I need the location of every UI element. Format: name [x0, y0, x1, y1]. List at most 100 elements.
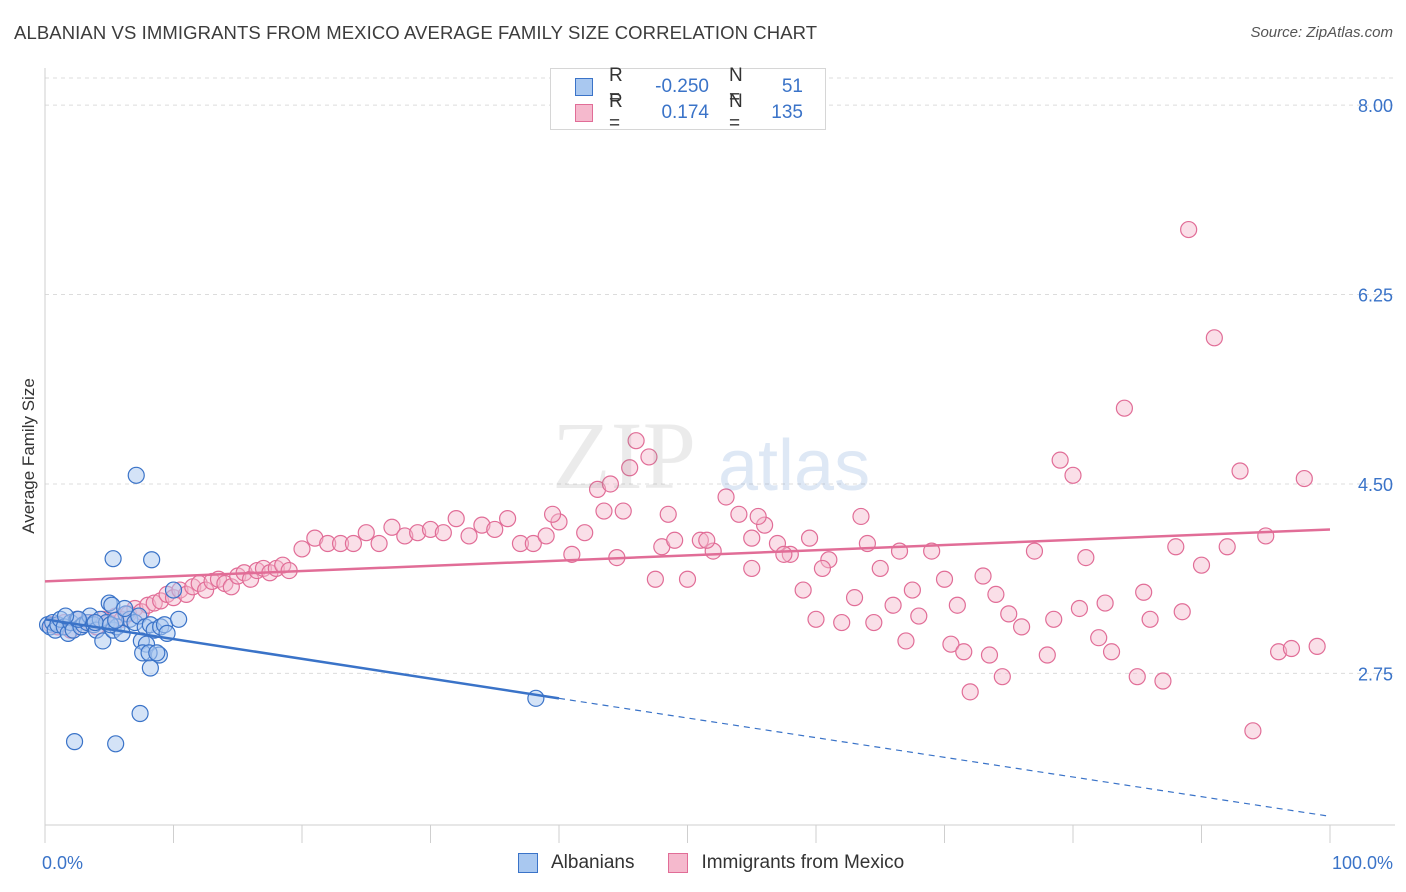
- chart-title: ALBANIAN VS IMMIGRANTS FROM MEXICO AVERA…: [14, 22, 818, 43]
- mexico-point: [409, 524, 427, 542]
- watermark: ZIP atlas: [552, 402, 870, 509]
- n-label: N =: [729, 91, 743, 134]
- albanians-trend-line: [44, 618, 560, 700]
- trend-lines: [44, 528, 1331, 817]
- legend-row-mexico: R = 0.174 N = 135: [575, 91, 803, 134]
- mexico-point: [987, 585, 1005, 604]
- albanians-point: [116, 599, 134, 618]
- mexico-point: [197, 581, 215, 599]
- mexico-point: [447, 510, 465, 528]
- legend-row-albanians: R = -0.250 N = 51: [575, 65, 803, 108]
- tick-labels: 2.75 4.50 6.25 8.00 0.0% 100.0%: [42, 96, 1393, 873]
- mexico-point: [730, 505, 748, 523]
- mexico-point: [1025, 542, 1044, 560]
- mexico-point: [152, 592, 170, 610]
- mexico-point: [614, 502, 632, 520]
- mexico-point: [794, 581, 812, 599]
- mexico-point: [646, 570, 664, 588]
- n-value: 51: [781, 76, 803, 97]
- mexico-point: [1308, 637, 1326, 655]
- mexico-point: [1096, 594, 1114, 612]
- mexico-point: [955, 643, 973, 661]
- mexico-point: [1154, 672, 1172, 690]
- albanians-point: [141, 659, 159, 677]
- albanians-point: [65, 733, 84, 751]
- mexico-point: [852, 507, 870, 526]
- albanians-point: [170, 610, 188, 628]
- mexico-point: [1135, 583, 1153, 601]
- albanians-point: [107, 735, 125, 753]
- mexico-point: [511, 534, 530, 553]
- mexico-point: [595, 502, 613, 520]
- mexico-swatch: [575, 104, 593, 122]
- mexico-point: [486, 520, 504, 539]
- mexico-point: [743, 529, 761, 547]
- mexico-point: [897, 632, 915, 650]
- mexico-point: [357, 524, 375, 542]
- mexico-point: [743, 559, 761, 578]
- mexico-point: [935, 570, 954, 588]
- x-tick-label-max: 100.0%: [1332, 853, 1393, 873]
- mexico-point: [807, 610, 825, 628]
- mexico-point: [666, 531, 684, 549]
- mexico-point: [248, 561, 266, 580]
- mexico-point: [884, 596, 902, 614]
- mexico-point: [833, 613, 851, 632]
- mexico-point: [845, 589, 864, 607]
- mexico-point: [923, 542, 941, 560]
- mexico-point: [396, 527, 414, 545]
- mexico-point: [1102, 643, 1121, 661]
- mexico-point: [524, 534, 542, 553]
- r-label: R =: [609, 91, 623, 134]
- mexico-point: [1167, 538, 1185, 556]
- y-tick-label: 8.00: [1358, 96, 1393, 116]
- mexico-point: [974, 567, 992, 585]
- y-tick-label: 4.50: [1358, 475, 1393, 495]
- mexico-point: [1205, 329, 1223, 347]
- albanians-point: [127, 466, 145, 484]
- axes: [44, 68, 1395, 843]
- mexico-point: [434, 524, 452, 542]
- mexico-point: [331, 534, 350, 553]
- mexico-point: [1244, 722, 1262, 740]
- svg-text:ZIP: ZIP: [552, 402, 696, 509]
- mexico-point: [1000, 605, 1018, 623]
- albanians-swatch: [575, 78, 593, 96]
- y-tick-label: 6.25: [1358, 286, 1393, 306]
- n-value: 135: [771, 102, 803, 123]
- mexico-point: [1192, 556, 1211, 574]
- albanians-point: [94, 632, 112, 650]
- mexico-point: [775, 545, 793, 563]
- albanians-point: [131, 704, 149, 723]
- mexico-point: [537, 527, 555, 545]
- mexico-point: [640, 448, 658, 466]
- mexico-point: [1070, 599, 1089, 618]
- mexico-point: [499, 510, 517, 528]
- mexico-trend-line: [44, 528, 1331, 583]
- mexico-point: [691, 531, 709, 549]
- mexico-point: [1038, 646, 1056, 664]
- series-legend: Albanians Immigrants from Mexico: [518, 852, 938, 874]
- legend-item-albanians: Albanians: [518, 852, 634, 874]
- mexico-point: [800, 529, 819, 547]
- mexico-point: [145, 594, 163, 612]
- y-axis-label: Average Family Size: [19, 378, 38, 534]
- mexico-point: [421, 520, 440, 539]
- mexico-point: [961, 683, 979, 701]
- mexico-point: [678, 570, 697, 588]
- mexico-point: [1141, 610, 1159, 628]
- albanians-point: [143, 551, 161, 569]
- mexico-point: [1077, 548, 1095, 567]
- mexico-point: [222, 578, 240, 596]
- mexico-point: [1012, 618, 1031, 636]
- mexico-point: [813, 559, 832, 578]
- mexico-point: [749, 507, 767, 526]
- albanians-point: [56, 607, 75, 625]
- albanians-point: [148, 644, 166, 662]
- mexico-point: [1115, 399, 1134, 417]
- mexico-point: [1045, 610, 1063, 628]
- mexico-point: [903, 581, 921, 599]
- mexico-legend-label: Immigrants from Mexico: [701, 852, 905, 873]
- mexico-point: [1180, 220, 1198, 239]
